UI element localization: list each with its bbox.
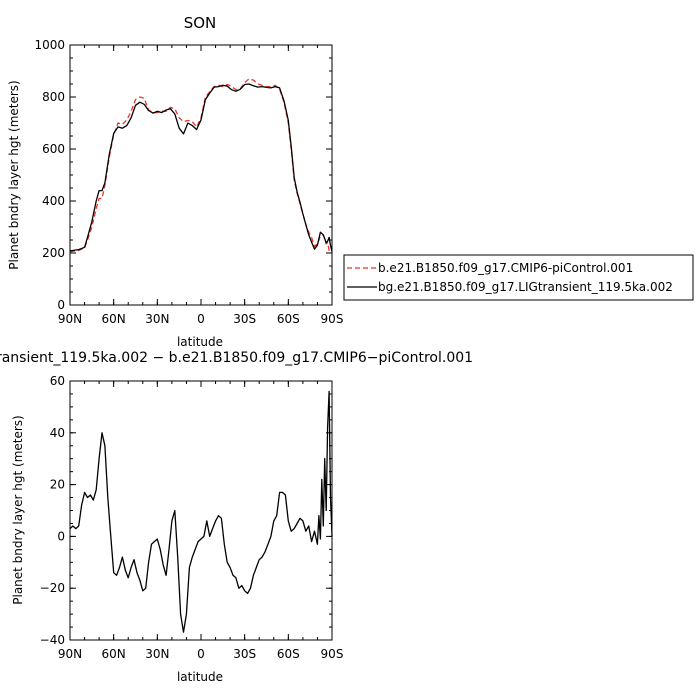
top-x-tick-label: 30N [145, 312, 169, 326]
top-x-tick-label: 30S [233, 312, 256, 326]
bottom-plot-frame [69, 380, 333, 641]
top-x-tick-label: 60N [102, 312, 126, 326]
bottom-series-line-0 [69, 390, 333, 633]
bottom-y-tick-label: 60 [50, 374, 65, 388]
top-y-tick-label: 600 [42, 142, 65, 156]
top-y-tick-label: 800 [42, 90, 65, 104]
top-y-tick-label: 200 [42, 246, 65, 260]
bottom-x-tick-label: 0 [197, 647, 205, 661]
top-panel: SON Planet bndry layer hgt (meters) lati… [7, 14, 343, 349]
bottom-x-axis-label: latitude [177, 670, 223, 684]
bottom-x-tick-label: 30N [145, 647, 169, 661]
bottom-y-tick-label: 20 [50, 478, 65, 492]
top-x-axis-label: latitude [177, 335, 223, 349]
legend-label-control: b.e21.B1850.f09_g17.CMIP6-piControl.001 [378, 261, 633, 275]
bottom-chart-title: bg.e21.B1850.f09_g17.LIGtransient_119.5k… [0, 350, 473, 366]
bottom-x-tick-label: 30S [233, 647, 256, 661]
bottom-y-tick-label: −20 [40, 581, 65, 595]
bottom-x-tick-label: 90S [321, 647, 344, 661]
top-y-tick-label: 400 [42, 194, 65, 208]
bottom-y-tick-label: −40 [40, 633, 65, 647]
legend-box [343, 254, 694, 301]
top-x-tick-label: 0 [197, 312, 205, 326]
bottom-plot-area: 90N 60N 30N 0 30S 60S 90S −40 −20 0 20 40 60 [40, 374, 344, 661]
legend-label-transient: bg.e21.B1850.f09_g17.LIGtransient_119.5k… [378, 280, 673, 294]
top-x-tick-label: 90S [321, 312, 344, 326]
top-y-tick-label: 0 [57, 298, 65, 312]
bottom-x-tick-label: 60S [277, 647, 300, 661]
bottom-y-tick-label: 0 [57, 529, 65, 543]
top-x-tick-label: 90N [58, 312, 82, 326]
top-y-tick-label: 1000 [34, 38, 65, 52]
bottom-x-tick-label: 60N [102, 647, 126, 661]
bottom-y-axis-label: Planet bndry layer hgt (meters) [11, 415, 25, 605]
legend: b.e21.B1850.f09_g17.CMIP6-piControl.001 … [343, 254, 694, 301]
top-y-axis-label: Planet bndry layer hgt (meters) [7, 80, 21, 270]
top-series-line-1 [69, 83, 333, 252]
top-plot-area: 90N 60N 30N 0 30S 60S 90S 0 200 400 600 800 1000 [34, 38, 343, 326]
bottom-x-tick-label: 90N [58, 647, 82, 661]
top-x-tick-label: 60S [277, 312, 300, 326]
top-plot-frame [69, 44, 333, 306]
bottom-panel: bg.e21.B1850.f09_g17.LIGtransient_119.5k… [0, 350, 473, 684]
top-chart-title: SON [184, 14, 217, 32]
bottom-y-tick-label: 40 [50, 426, 65, 440]
